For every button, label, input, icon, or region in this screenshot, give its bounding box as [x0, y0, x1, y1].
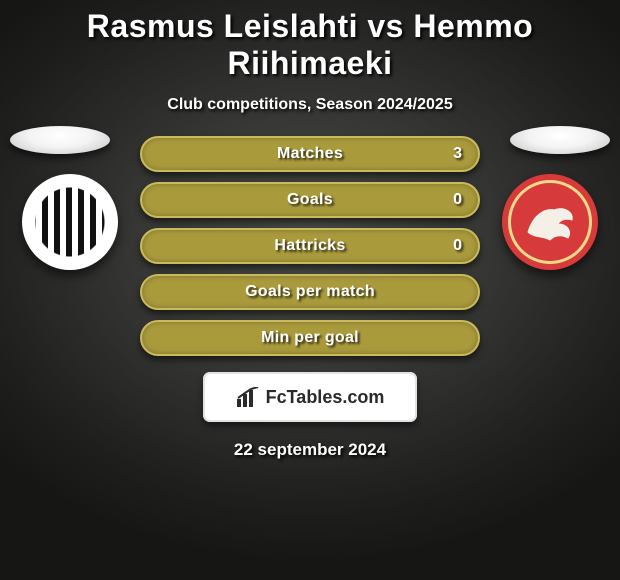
- stat-value: 0: [453, 237, 462, 255]
- stat-label: Goals: [287, 191, 333, 209]
- crest-left: [22, 174, 118, 270]
- stat-row: Goals per match: [140, 274, 480, 310]
- stat-label: Goals per match: [245, 283, 375, 301]
- stat-label: Hattricks: [274, 237, 345, 255]
- eagle-icon: [524, 204, 576, 244]
- stat-row: Hattricks 0: [140, 228, 480, 264]
- crest-right: [502, 174, 598, 270]
- footer-date: 22 september 2024: [0, 440, 620, 460]
- crest-left-ball-icon: [53, 205, 87, 239]
- name-plate-right: [510, 126, 610, 154]
- stat-label: Matches: [277, 145, 343, 163]
- stat-rows: Matches 3 Goals 0 Hattricks 0 Goals per match M…: [140, 136, 480, 356]
- stat-label: Min per goal: [261, 329, 359, 347]
- stat-value: 0: [453, 191, 462, 209]
- stat-row: Goals 0: [140, 182, 480, 218]
- name-plate-left: [10, 126, 110, 154]
- page-title: Rasmus Leislahti vs Hemmo Riihimaeki: [0, 0, 620, 82]
- stat-value: 3: [453, 145, 462, 163]
- page-subtitle: Club competitions, Season 2024/2025: [0, 96, 620, 114]
- bar-chart-icon: [236, 387, 260, 407]
- site-badge-label: FcTables.com: [266, 387, 385, 408]
- stat-row: Matches 3: [140, 136, 480, 172]
- site-badge[interactable]: FcTables.com: [203, 372, 417, 422]
- stat-row: Min per goal: [140, 320, 480, 356]
